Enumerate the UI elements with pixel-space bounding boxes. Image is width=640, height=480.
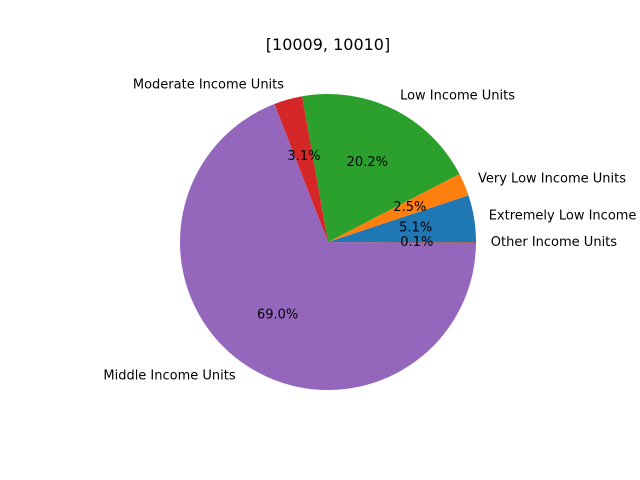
- slice-extremely-low-income-units: [328, 195, 476, 242]
- percent-label-very-low-income-units: 2.5%: [393, 200, 426, 215]
- chart-title: [10009, 10010]: [266, 35, 390, 54]
- slice-very-low-income-units: [328, 173, 469, 242]
- slice-moderate-income-units: [274, 96, 328, 242]
- percent-label-middle-income-units: 69.0%: [257, 308, 298, 323]
- slice-label-other-income-units: Other Income Units: [491, 235, 617, 250]
- slice-label-very-low-income-units: Very Low Income Units: [478, 171, 626, 186]
- percent-labels: 5.1% 2.5% 20.2% 3.1% 69.0% 0.1%: [257, 149, 433, 323]
- pie-slices: [179, 93, 476, 390]
- slice-low-income-units: [302, 93, 460, 243]
- slice-label-middle-income-units: Middle Income Units: [103, 369, 236, 384]
- percent-label-extremely-low-income-units: 5.1%: [399, 220, 432, 235]
- slice-labels: Extremely Low Income Units Very Low Incom…: [103, 78, 640, 384]
- percent-label-other-income-units: 0.1%: [400, 235, 433, 250]
- slice-middle-income-units: [179, 104, 476, 390]
- percent-label-moderate-income-units: 3.1%: [288, 149, 321, 164]
- slice-label-extremely-low-income-units: Extremely Low Income Units: [489, 209, 640, 224]
- slice-label-moderate-income-units: Moderate Income Units: [133, 78, 284, 93]
- slice-other-income-units: [328, 242, 476, 243]
- slice-label-low-income-units: Low Income Units: [400, 89, 515, 104]
- percent-label-low-income-units: 20.2%: [347, 155, 388, 170]
